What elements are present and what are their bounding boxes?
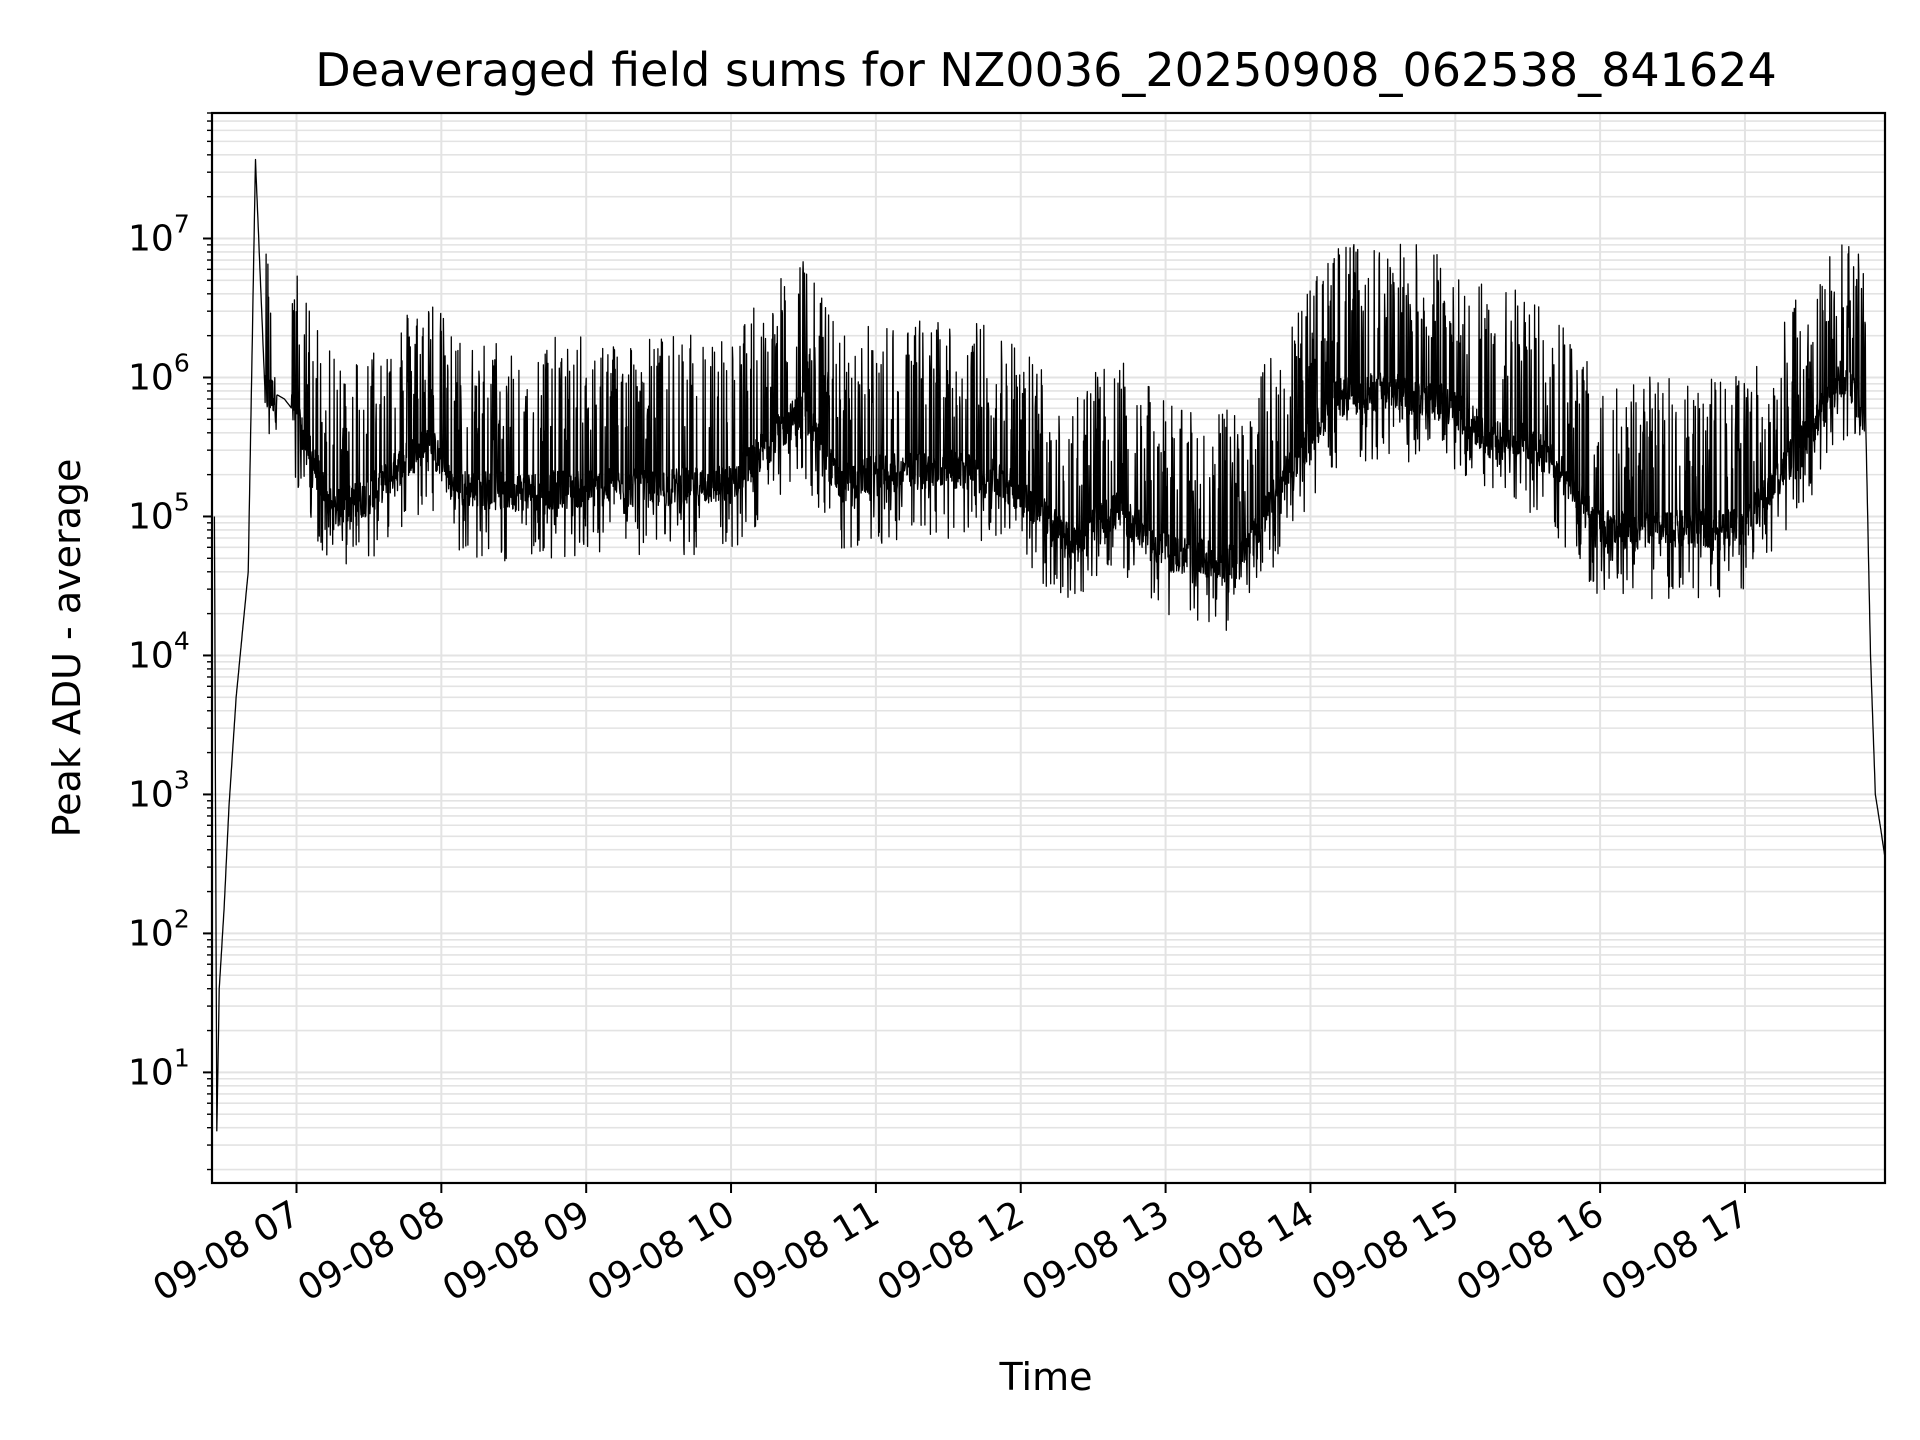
- series-layer: [213, 158, 1886, 1132]
- plot-frame: [210, 111, 1887, 1185]
- series-line: [213, 158, 1886, 1132]
- y-tick-label: 105: [128, 487, 190, 537]
- y-tick-label: 102: [128, 904, 190, 954]
- y-tick-label: 104: [128, 626, 190, 676]
- y-axis-label: Peak ADU - average: [45, 459, 89, 838]
- y-tick-label: 106: [128, 348, 190, 398]
- y-tick-label: 101: [128, 1043, 190, 1093]
- grid: [212, 112, 1885, 1183]
- y-tick-label: 107: [128, 210, 190, 260]
- x-axis-label: Time: [999, 1355, 1093, 1399]
- chart-title: Deaveraged field sums for NZ0036_2025090…: [315, 43, 1776, 97]
- y-tick-label: 103: [128, 765, 190, 815]
